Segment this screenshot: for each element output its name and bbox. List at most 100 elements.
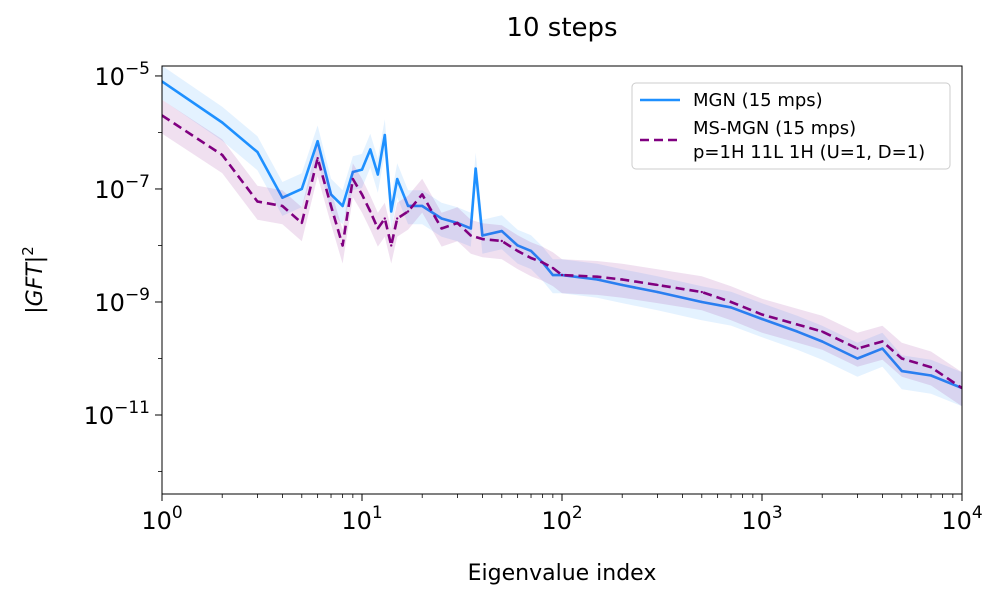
- y-axis-title-exponent: 2: [19, 246, 37, 256]
- chart-title: 10 steps: [506, 13, 617, 43]
- series-point-mgn: [383, 133, 386, 137]
- series-point-mgn: [729, 306, 733, 309]
- series-point-mgn: [500, 229, 503, 233]
- series-point-ms-mgn: [596, 275, 599, 278]
- series-point-ms-mgn: [440, 227, 443, 230]
- series-point-mgn: [821, 340, 824, 343]
- series-point-mgn: [529, 249, 533, 253]
- series-point-ms-mgn: [341, 244, 344, 247]
- series-point-mgn: [760, 317, 764, 321]
- series-point-ms-mgn: [500, 239, 503, 243]
- x-tick-label: 101: [341, 503, 382, 535]
- series-point-mgn: [390, 210, 393, 213]
- series-point-ms-mgn: [881, 340, 884, 343]
- x-axis: 100 101 102 103 104: [141, 494, 983, 535]
- series-point-mgn: [656, 290, 659, 294]
- series-point-mgn: [221, 121, 224, 124]
- series-point-ms-mgn: [551, 266, 555, 270]
- series-point-ms-mgn: [656, 283, 659, 287]
- y-tick-label: 10−5: [94, 59, 150, 91]
- series-point-mgn: [474, 167, 477, 170]
- series-point-mgn: [516, 244, 519, 247]
- series-point-ms-mgn: [360, 193, 364, 196]
- series-point-ms-mgn: [281, 204, 284, 208]
- series-point-ms-mgn: [396, 217, 399, 220]
- y-axis-title-text: |GFT|: [23, 256, 48, 314]
- series-point-ms-mgn: [856, 347, 859, 350]
- series-point-mgn: [396, 177, 399, 181]
- x-axis-title: Eigenvalue index: [468, 561, 657, 586]
- series-point-mgn: [360, 168, 364, 171]
- series-point-ms-mgn: [316, 157, 319, 160]
- series-point-ms-mgn: [929, 366, 933, 369]
- series-point-mgn: [700, 300, 703, 304]
- series-point-mgn: [406, 204, 410, 208]
- series-point-ms-mgn: [256, 200, 259, 203]
- series-point-mgn: [329, 193, 333, 196]
- series-point-mgn: [376, 173, 380, 176]
- y-axis-title: |GFT|2: [19, 246, 48, 314]
- legend-label-ms-mgn-line2: p=1H 11L 1H (U=1, D=1): [693, 142, 925, 163]
- series-layer: [162, 66, 962, 407]
- series-point-ms-mgn: [516, 249, 519, 253]
- series-point-ms-mgn: [621, 278, 624, 281]
- series-point-ms-mgn: [456, 221, 459, 225]
- series-point-ms-mgn: [406, 210, 410, 213]
- series-point-mgn: [469, 227, 473, 230]
- series-point-ms-mgn: [390, 244, 393, 247]
- x-tick-label: 102: [541, 503, 582, 535]
- series-line-ms-mgn: [162, 114, 962, 390]
- series-point-ms-mgn: [700, 290, 703, 294]
- series-point-mgn: [341, 204, 344, 208]
- series-point-ms-mgn: [469, 234, 473, 237]
- series-point-mgn: [929, 374, 933, 377]
- series-point-mgn: [621, 283, 624, 287]
- x-tick-label: 104: [941, 503, 982, 535]
- legend-label-mgn: MGN (15 mps): [693, 90, 823, 111]
- y-tick-label: 10−9: [94, 285, 150, 317]
- series-point-mgn: [351, 170, 355, 174]
- x-tick-label: 103: [741, 503, 782, 535]
- series-point-ms-mgn: [383, 217, 386, 220]
- series-point-mgn: [256, 150, 259, 154]
- series-point-mgn: [316, 140, 319, 143]
- series-point-ms-mgn: [376, 227, 380, 230]
- series-point-mgn: [796, 330, 799, 333]
- series-point-ms-mgn: [351, 177, 355, 181]
- series-point-mgn: [369, 148, 372, 151]
- series-point-ms-mgn: [821, 330, 824, 333]
- series-point-mgn: [596, 278, 599, 281]
- series-point-mgn: [421, 204, 424, 208]
- series-point-ms-mgn: [729, 300, 733, 304]
- legend-label-ms-mgn: MS-MGN (15 mps): [693, 118, 856, 139]
- series-band-mgn: [162, 66, 962, 407]
- y-axis-title-group: |GFT|2: [19, 246, 48, 314]
- series-point-mgn: [881, 347, 884, 350]
- series-point-mgn: [281, 196, 284, 199]
- legend: MGN (15 mps) MS-MGN (15 mps) p=1H 11L 1H…: [631, 82, 951, 170]
- y-tick-label: 10−7: [94, 172, 150, 204]
- series-point-ms-mgn: [329, 204, 333, 208]
- series-point-ms-mgn: [529, 256, 533, 260]
- x-tick-label: 100: [141, 503, 182, 535]
- y-tick-label: 10−11: [84, 398, 150, 430]
- series-point-ms-mgn: [369, 210, 372, 213]
- series-point-ms-mgn: [900, 357, 903, 360]
- y-axis: 10−5 10−7 10−9 10−11: [84, 59, 162, 472]
- series-point-mgn: [481, 234, 484, 237]
- series-point-ms-mgn: [760, 313, 764, 316]
- series-point-ms-mgn: [221, 153, 224, 157]
- series-point-ms-mgn: [541, 261, 544, 264]
- series-point-ms-mgn: [421, 193, 424, 196]
- series-point-mgn: [551, 273, 555, 277]
- series-point-ms-mgn: [560, 273, 564, 277]
- legend-box: [631, 82, 951, 170]
- series-point-mgn: [300, 187, 303, 191]
- series-point-ms-mgn: [796, 323, 799, 326]
- series-point-mgn: [900, 369, 903, 373]
- series-point-mgn: [856, 357, 859, 360]
- series-band-ms-mgn: [162, 99, 962, 407]
- series-point-mgn: [440, 217, 443, 220]
- series-point-ms-mgn: [481, 237, 484, 241]
